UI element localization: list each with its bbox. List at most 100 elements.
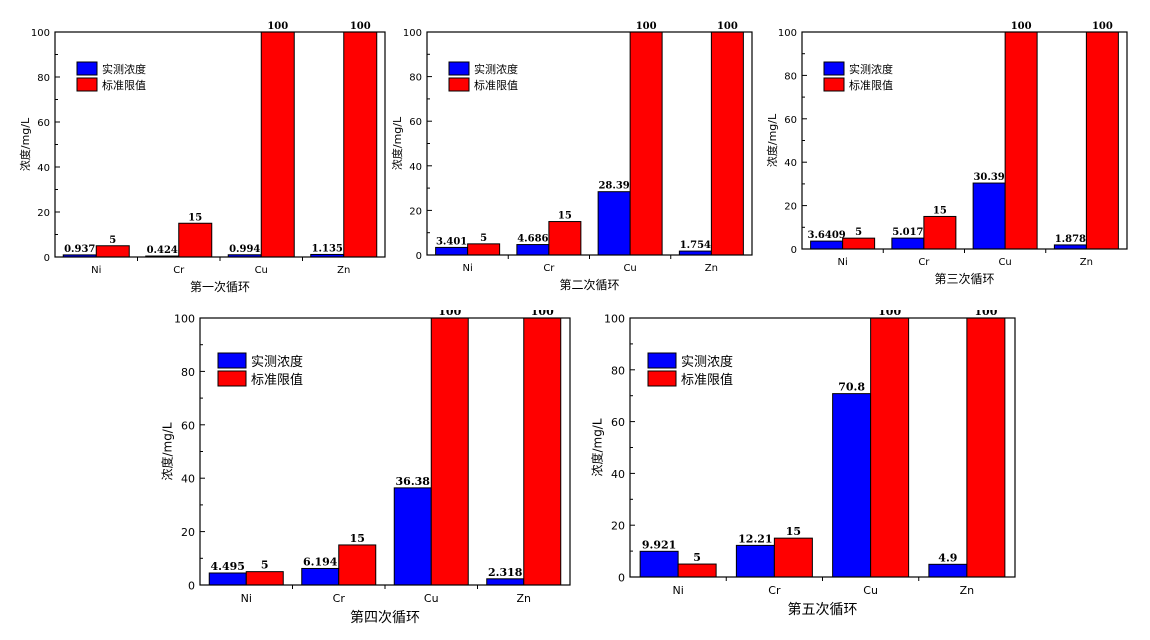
legend-label-measured: 实测浓度	[102, 62, 146, 76]
y-tick-label-100: 100	[403, 28, 422, 39]
y-tick-label-0: 0	[618, 572, 625, 585]
x-axis-title: 第四次循环	[350, 609, 420, 626]
data-label-limit-ni: 5	[109, 235, 116, 246]
x-tick-label-zn: Zn	[960, 584, 975, 597]
legend-swatch-limit	[76, 77, 98, 92]
bar-limit-ni	[677, 563, 717, 578]
legend-swatch-limit	[647, 370, 677, 387]
y-tick-label-40: 40	[409, 162, 422, 173]
data-label-limit-cu: 100	[878, 310, 901, 318]
bar-measured-cr	[891, 237, 925, 250]
x-tick-label-cr: Cr	[543, 263, 555, 274]
x-tick-label-cr: Cr	[173, 265, 185, 276]
data-label-limit-zn: 100	[974, 310, 997, 318]
x-axis-title: 第五次循环	[788, 601, 858, 618]
legend-swatch-limit	[448, 77, 470, 92]
data-label-limit-cu: 100	[636, 21, 657, 32]
legend-label-measured: 实测浓度	[474, 62, 518, 76]
bar-measured-ni	[639, 550, 679, 578]
bar-measured-cu	[972, 182, 1006, 250]
data-label-measured-ni: 3.401	[436, 236, 467, 247]
y-axis-title: 浓度/mg/L	[18, 117, 32, 171]
x-axis-title: 第一次循环	[190, 280, 250, 294]
data-label-limit-cr: 15	[558, 211, 572, 222]
y-tick-label-20: 20	[409, 206, 422, 217]
x-tick-label-cr: Cr	[918, 257, 930, 268]
x-tick-label-ni: Ni	[91, 265, 101, 276]
x-tick-label-cu: Cu	[998, 257, 1011, 268]
data-label-measured-zn: 1.754	[680, 240, 711, 251]
x-axis-title: 第三次循环	[934, 272, 994, 286]
legend-swatch-measured	[647, 352, 677, 369]
data-label-measured-cr: 4.686	[517, 234, 548, 245]
data-label-limit-zn: 100	[717, 21, 738, 32]
bar-limit-cu	[430, 317, 469, 586]
y-tick-label-80: 80	[409, 73, 422, 84]
y-tick-label-0: 0	[416, 251, 422, 262]
bar-chart-cycle-1: 0.937 5 Ni 0.424 15 Cr 0.994 100 Cu 1.135 100 Zn 0 20…	[18, 21, 386, 294]
bar-chart-cycle-5: 9.921 5 Ni 12.21 15 Cr 70.8 100 Cu 4.9 100 Zn 0 20 40 6…	[589, 310, 1016, 618]
x-tick-label-ni: Ni	[672, 584, 683, 597]
bar-limit-cr	[923, 215, 957, 250]
data-label-measured-cr: 5.017	[892, 227, 923, 238]
bar-measured-cu	[393, 487, 432, 586]
data-label-limit-ni: 5	[855, 227, 862, 238]
y-tick-label-60: 60	[409, 117, 422, 128]
y-tick-label-100: 100	[31, 28, 50, 39]
bar-limit-zn	[523, 317, 562, 586]
bar-limit-ni	[95, 245, 130, 258]
y-tick-label-0: 0	[791, 245, 797, 256]
x-tick-label-zn: Zn	[705, 263, 718, 274]
bar-limit-cr	[338, 544, 377, 586]
legend-label-limit: 标准限值	[251, 372, 303, 388]
x-tick-label-zn: Zn	[516, 592, 531, 605]
bar-limit-cu	[870, 317, 910, 578]
data-label-measured-ni: 4.495	[211, 560, 245, 573]
legend-label-limit: 标准限值	[681, 372, 733, 388]
bar-chart-cycle-2: 3.401 5 Ni 4.686 15 Cr 28.39 100 Cu 1.754 100 Zn 0 20…	[390, 21, 753, 292]
data-label-limit-ni: 5	[693, 551, 701, 564]
bar-chart-cycle-4: 4.495 5 Ni 6.194 15 Cr 36.38 100 Cu 2.318 100 Zn 0 20…	[159, 310, 571, 626]
data-label-limit-cr: 15	[350, 532, 365, 545]
y-axis-title: 浓度/mg/L	[589, 418, 604, 476]
bar-limit-zn	[966, 317, 1006, 578]
bar-limit-ni	[467, 243, 501, 256]
legend-swatch-measured	[823, 61, 845, 76]
x-tick-label-ni: Ni	[837, 257, 847, 268]
bar-limit-cu	[629, 31, 663, 256]
y-tick-label-20: 20	[37, 208, 50, 219]
bar-limit-zn	[343, 31, 378, 258]
y-tick-label-80: 80	[181, 366, 195, 379]
data-label-limit-cu: 100	[267, 21, 288, 32]
bar-limit-cu	[1004, 31, 1038, 250]
legend-label-limit: 标准限值	[849, 78, 893, 92]
legend-swatch-limit	[823, 77, 845, 92]
legend-swatch-limit	[217, 370, 247, 387]
y-tick-label-60: 60	[37, 118, 50, 129]
bar-limit-cr	[548, 221, 582, 256]
y-tick-label-100: 100	[604, 313, 625, 326]
x-tick-label-cr: Cr	[768, 584, 781, 597]
y-tick-label-20: 20	[181, 526, 195, 539]
data-label-measured-cu: 30.39	[973, 172, 1004, 183]
bar-measured-cr	[735, 544, 775, 578]
legend-label-measured: 实测浓度	[849, 62, 893, 76]
bar-measured-cr	[516, 244, 550, 256]
x-tick-label-zn: Zn	[337, 265, 350, 276]
x-axis-title: 第二次循环	[559, 278, 619, 292]
bar-measured-cr	[301, 567, 340, 586]
data-label-limit-zn: 100	[1092, 21, 1113, 32]
data-label-measured-cr: 0.424	[147, 245, 178, 256]
data-label-limit-cr: 15	[786, 525, 801, 538]
data-label-limit-cu: 100	[438, 310, 461, 318]
y-tick-label-0: 0	[44, 253, 50, 264]
y-tick-label-40: 40	[37, 163, 50, 174]
y-tick-label-40: 40	[611, 468, 625, 481]
bar-measured-zn	[928, 563, 968, 578]
y-tick-label-80: 80	[784, 71, 797, 82]
data-label-measured-cr: 6.194	[303, 555, 338, 568]
bar-measured-cu	[832, 393, 872, 578]
data-label-limit-zn: 100	[531, 310, 554, 318]
y-tick-label-80: 80	[37, 73, 50, 84]
x-tick-label-ni: Ni	[241, 592, 252, 605]
